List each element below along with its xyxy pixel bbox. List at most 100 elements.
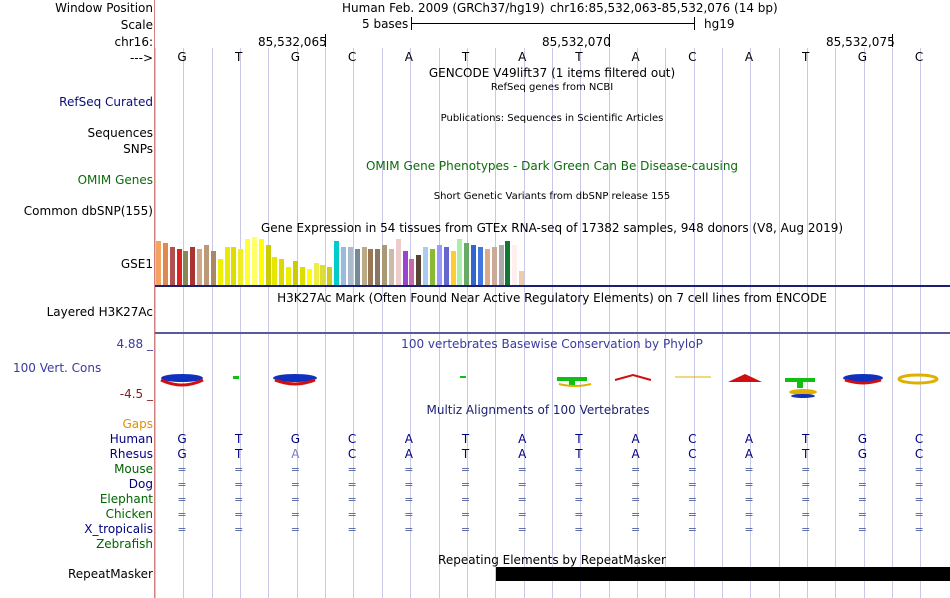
gtex-tissue-bar[interactable] [450,251,456,285]
gtex-tissue-bar[interactable] [286,267,292,285]
gtex-tissue-bar[interactable] [519,271,525,285]
rmsk-track-title[interactable]: Repeating Elements by RepeatMasker [438,553,666,567]
gtex-tissue-bar[interactable] [299,267,305,285]
gtex-tissue-bar[interactable] [416,255,422,285]
dbsnp-track-title[interactable]: Short Genetic Variants from dbSNP releas… [433,191,671,202]
gtex-tissue-bar[interactable] [443,247,449,285]
alignment-base: A [404,432,413,446]
alignment-base: = [744,478,754,491]
snps-label[interactable]: SNPs [123,142,153,156]
gtex-tissue-bar[interactable] [484,249,490,285]
sequences-label[interactable]: Sequences [87,126,153,140]
gtex-tissue-bar[interactable] [409,259,415,285]
gtex-tissue-bar[interactable] [265,245,271,285]
gtex-tissue-bar[interactable] [402,251,408,285]
gtex-tissue-bar[interactable] [327,267,333,285]
species-label-rhesus[interactable]: Rhesus [109,447,153,461]
gtex-tissue-bar[interactable] [306,269,312,285]
gtex-tissue-bar[interactable] [197,249,203,285]
gtex-tissue-bar[interactable] [382,245,388,285]
gtex-tissue-bar[interactable] [457,239,463,285]
gtex-tissue-bar[interactable] [245,239,251,285]
omim-track-title[interactable]: OMIM Gene Phenotypes - Dark Green Can Be… [365,159,739,173]
h3k27-track-title[interactable]: H3K27Ac Mark (Often Found Near Active Re… [277,291,827,305]
gtex-tissue-bar[interactable] [156,241,161,285]
gtex-tissue-bar[interactable] [183,251,189,285]
gtex-tissue-bar[interactable] [498,245,504,285]
gtex-track-title[interactable]: Gene Expression in 54 tissues from GTEx … [260,221,844,235]
gtex-tissue-bar[interactable] [313,263,319,285]
alignment-base: = [290,493,300,506]
gencode-track-title[interactable]: GENCODE V49lift37 (1 items filtered out) [428,66,676,80]
species-label-dog[interactable]: Dog [128,477,153,491]
h3k27-label[interactable]: Layered H3K27Ac [46,305,153,319]
dbsnp-label[interactable]: Common dbSNP(155) [23,204,153,218]
gaps-label[interactable]: Gaps [122,417,153,431]
species-label-elephant[interactable]: Elephant [99,492,153,506]
pubs-track-title[interactable]: Publications: Sequences in Scientific Ar… [440,113,664,124]
alignment-base: C [914,447,924,461]
gtex-tissue-bar[interactable] [279,259,285,285]
species-label-x_tropicalis[interactable]: X_tropicalis [84,522,153,536]
gtex-tissue-bar[interactable] [272,257,278,285]
coord-tick-1 [325,34,326,47]
gtex-tissue-bar[interactable] [203,245,209,285]
gtex-tissue-bar[interactable] [423,247,429,285]
gtex-tissue-bar[interactable] [320,265,326,285]
gtex-tissue-bar[interactable] [224,247,230,285]
gtex-tissue-bar[interactable] [176,249,182,285]
rmsk-label[interactable]: RepeatMasker [67,567,153,581]
gtex-tissue-bar[interactable] [162,243,168,285]
logo-T-8 [557,377,592,387]
gtex-tissue-bar[interactable] [169,247,175,285]
gtex-tissue-bar[interactable] [395,239,401,285]
gtex-tissue-bar[interactable] [347,247,353,285]
omim-label[interactable]: OMIM Genes [77,173,153,187]
gtex-tissue-bar[interactable] [361,247,367,285]
gtex-tissue-bar[interactable] [491,247,497,285]
alignment-base: = [234,493,244,506]
alignment-base: G [177,447,187,461]
multiz-track-title[interactable]: Multiz Alignments of 100 Vertebrates [426,403,650,417]
gtex-tissue-bar[interactable] [251,237,257,285]
gtex-tissue-bar[interactable] [238,249,244,285]
gtex-tissue-bar[interactable] [464,243,470,285]
gtex-tissue-bar[interactable] [505,241,511,285]
gtex-tissue-bar[interactable] [388,249,394,285]
gtex-tissue-bar[interactable] [334,241,340,285]
repeatmasker-element[interactable] [496,567,950,581]
gtex-expression-bars[interactable] [156,237,536,285]
species-label-human[interactable]: Human [109,432,153,446]
gtex-tissue-bar[interactable] [340,247,346,285]
alignment-base: T [461,432,470,446]
gtex-tissue-bar[interactable] [231,247,237,285]
gtex-tissue-bar[interactable] [293,261,298,285]
gtex-tissue-bar[interactable] [436,245,442,285]
refseq-label[interactable]: RefSeq Curated [59,95,153,109]
species-label-zebrafish[interactable]: Zebrafish [96,537,153,551]
alignment-base: = [744,523,754,536]
refseq-track-title[interactable]: RefSeq genes from NCBI [490,82,614,93]
cons-label[interactable]: 100 Vert. Cons [13,361,102,375]
cons-track-title[interactable]: 100 vertebrates Basewise Conservation by… [401,337,703,351]
species-label-chicken[interactable]: Chicken [105,507,153,521]
base-letter: A [631,50,640,64]
gtex-tissue-bar[interactable] [375,249,381,285]
gtex-tissue-bar[interactable] [190,247,196,285]
gtex-tissue-bar[interactable] [217,259,223,285]
gtex-label[interactable]: GSE1 [120,257,153,271]
gtex-tissue-bar[interactable] [210,251,216,285]
species-label-mouse[interactable]: Mouse [114,462,153,476]
gtex-tissue-bar[interactable] [354,249,360,285]
gtex-tissue-bar[interactable] [512,245,518,285]
gtex-tissue-bar[interactable] [368,249,374,285]
gtex-tissue-bar[interactable] [258,239,264,285]
alignment-base: = [404,478,414,491]
logo-C-14 [897,373,939,385]
alignment-base: = [801,508,811,521]
gtex-tissue-bar[interactable] [471,245,477,285]
base-letter: G [177,50,187,64]
gtex-tissue-bar[interactable] [430,249,435,285]
alignment-base: = [347,463,357,476]
gtex-tissue-bar[interactable] [477,247,483,285]
